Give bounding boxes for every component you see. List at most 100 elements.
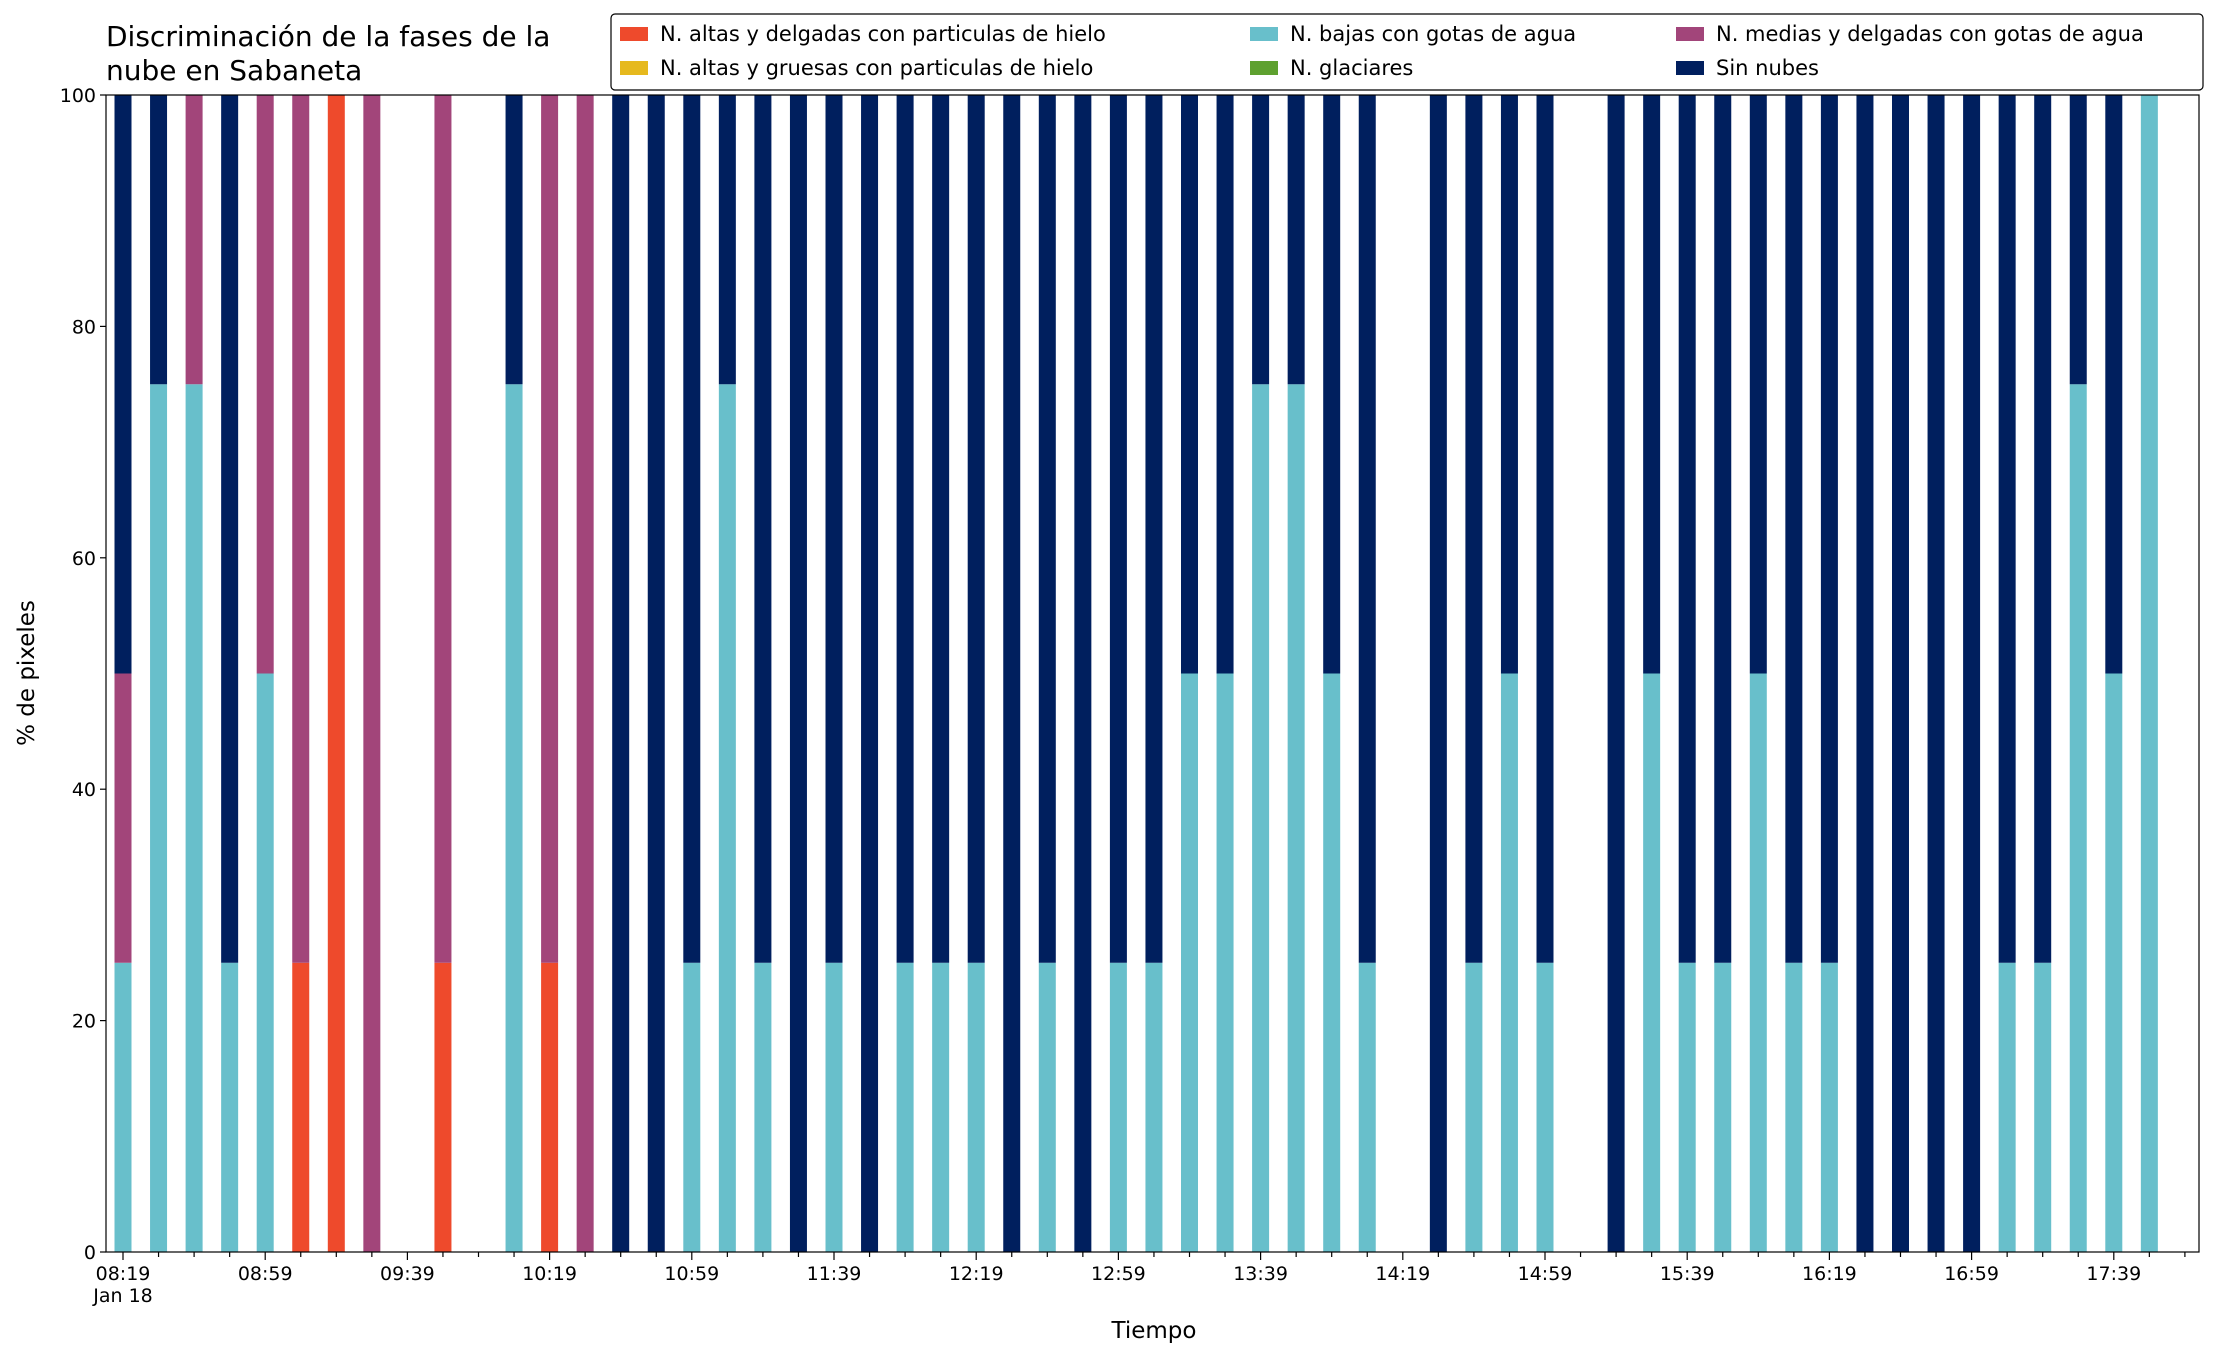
bar-segment bbox=[576, 95, 594, 1252]
bar-segment bbox=[1145, 962, 1163, 1252]
bar-segment bbox=[1998, 962, 2016, 1252]
bar-segment bbox=[114, 962, 132, 1252]
bar-segment bbox=[1429, 95, 1447, 1252]
bar-segment bbox=[1749, 95, 1767, 674]
bar-segment bbox=[967, 95, 985, 963]
bar-segment bbox=[434, 95, 452, 963]
bar-segment bbox=[647, 95, 665, 1252]
bar-segment bbox=[2105, 95, 2123, 674]
bar-segment bbox=[363, 95, 381, 1252]
bar-segment bbox=[434, 962, 452, 1252]
bar-segment bbox=[896, 95, 914, 963]
bar-segment bbox=[932, 95, 950, 963]
bar-segment bbox=[541, 95, 559, 963]
bar-segment bbox=[114, 673, 132, 963]
bar-segment bbox=[185, 95, 203, 385]
bar-segment bbox=[1003, 95, 1021, 1252]
legend-label: N. altas y gruesas con particulas de hie… bbox=[660, 56, 1093, 80]
bar-segment bbox=[1785, 962, 1803, 1252]
x-tick-label: 08:59 bbox=[238, 1263, 293, 1285]
bar-segment bbox=[718, 95, 736, 385]
bar-segment bbox=[1500, 95, 1518, 674]
legend-label: N. bajas con gotas de agua bbox=[1290, 22, 1576, 46]
legend-label: N. altas y delgadas con particulas de hi… bbox=[660, 22, 1106, 46]
x-tick-label: 16:19 bbox=[1802, 1263, 1857, 1285]
legend-swatch bbox=[1250, 27, 1278, 41]
bar-segment bbox=[1820, 95, 1838, 963]
bar-segment bbox=[1358, 95, 1376, 963]
y-tick-label: 40 bbox=[72, 779, 96, 801]
x-tick-label: 12:19 bbox=[949, 1263, 1004, 1285]
y-tick-label: 60 bbox=[72, 548, 96, 570]
bar-segment bbox=[1643, 95, 1661, 674]
bar-segment bbox=[2034, 962, 2052, 1252]
bar-segment bbox=[1358, 962, 1376, 1252]
bar-segment bbox=[2069, 384, 2087, 1252]
bar-segment bbox=[1678, 95, 1696, 963]
bar-segment bbox=[327, 95, 345, 1252]
x-tick-label: 09:39 bbox=[380, 1263, 435, 1285]
bar-segment bbox=[1892, 95, 1909, 1252]
bar-segment bbox=[1287, 95, 1305, 385]
bar-segment bbox=[541, 962, 559, 1252]
x-tick-label: 14:19 bbox=[1375, 1263, 1430, 1285]
plot-frame bbox=[105, 94, 2200, 1253]
bar-segment bbox=[1109, 95, 1127, 963]
legend-label: N. glaciares bbox=[1290, 56, 1413, 80]
bar-segment bbox=[1145, 95, 1163, 963]
bar-segment bbox=[1536, 95, 1554, 963]
x-tick-label: 11:39 bbox=[807, 1263, 862, 1285]
bar-segment bbox=[505, 95, 523, 385]
x-tick-label: 08:19 bbox=[96, 1263, 151, 1285]
bar-segment bbox=[114, 95, 132, 674]
bar-segment bbox=[1109, 962, 1127, 1252]
x-tick-label: 12:59 bbox=[1091, 1263, 1146, 1285]
bar-segment bbox=[1643, 673, 1661, 1252]
bar-segment bbox=[1856, 95, 1874, 1252]
bar-segment bbox=[825, 95, 843, 963]
x-date-label: Jan 18 bbox=[92, 1285, 153, 1307]
bar-segment bbox=[292, 95, 310, 963]
bar-segment bbox=[1038, 962, 1056, 1252]
y-axis-label: % de pixeles bbox=[14, 600, 40, 746]
bar-segment bbox=[1216, 673, 1234, 1252]
legend-box bbox=[610, 13, 2204, 91]
bar-segment bbox=[861, 95, 879, 1252]
bar-segment bbox=[612, 95, 630, 1252]
legend: N. altas y delgadas con particulas de hi… bbox=[610, 13, 2204, 91]
chart-title: Discriminación de la fases de la nube en… bbox=[106, 20, 551, 87]
bar-segment bbox=[1252, 384, 1270, 1252]
bar-segment bbox=[967, 962, 985, 1252]
legend-swatch bbox=[620, 27, 648, 41]
bar-segment bbox=[754, 962, 772, 1252]
x-tick-label: 16:59 bbox=[1944, 1263, 1999, 1285]
bar-segment bbox=[1998, 95, 2016, 963]
bar-segment bbox=[1749, 673, 1767, 1252]
bar-segment bbox=[896, 962, 914, 1252]
bar-segment bbox=[1785, 95, 1803, 963]
bar-segment bbox=[1181, 673, 1198, 1252]
y-tick-label: 20 bbox=[72, 1011, 96, 1033]
x-tick-label: 17:39 bbox=[2086, 1263, 2141, 1285]
bar-segment bbox=[789, 95, 807, 1252]
bar-segment bbox=[1500, 673, 1518, 1252]
bar-segment bbox=[292, 962, 310, 1252]
x-tick-label: 13:39 bbox=[1233, 1263, 1288, 1285]
legend-swatch bbox=[1250, 61, 1278, 75]
legend-swatch bbox=[1676, 61, 1704, 75]
bar-segment bbox=[150, 95, 168, 385]
bar-segment bbox=[1465, 962, 1483, 1252]
x-tick-label: 10:19 bbox=[522, 1263, 577, 1285]
bar-segment bbox=[1038, 95, 1056, 963]
bar-segment bbox=[932, 962, 950, 1252]
legend-label: Sin nubes bbox=[1716, 56, 1819, 80]
y-tick-label: 100 bbox=[60, 85, 96, 107]
bar-segment bbox=[221, 962, 239, 1252]
bar-segment bbox=[683, 95, 701, 963]
legend-swatch bbox=[1676, 27, 1704, 41]
bar-segment bbox=[2034, 95, 2052, 963]
bar-segment bbox=[1287, 384, 1305, 1252]
bar-segment bbox=[2105, 673, 2123, 1252]
